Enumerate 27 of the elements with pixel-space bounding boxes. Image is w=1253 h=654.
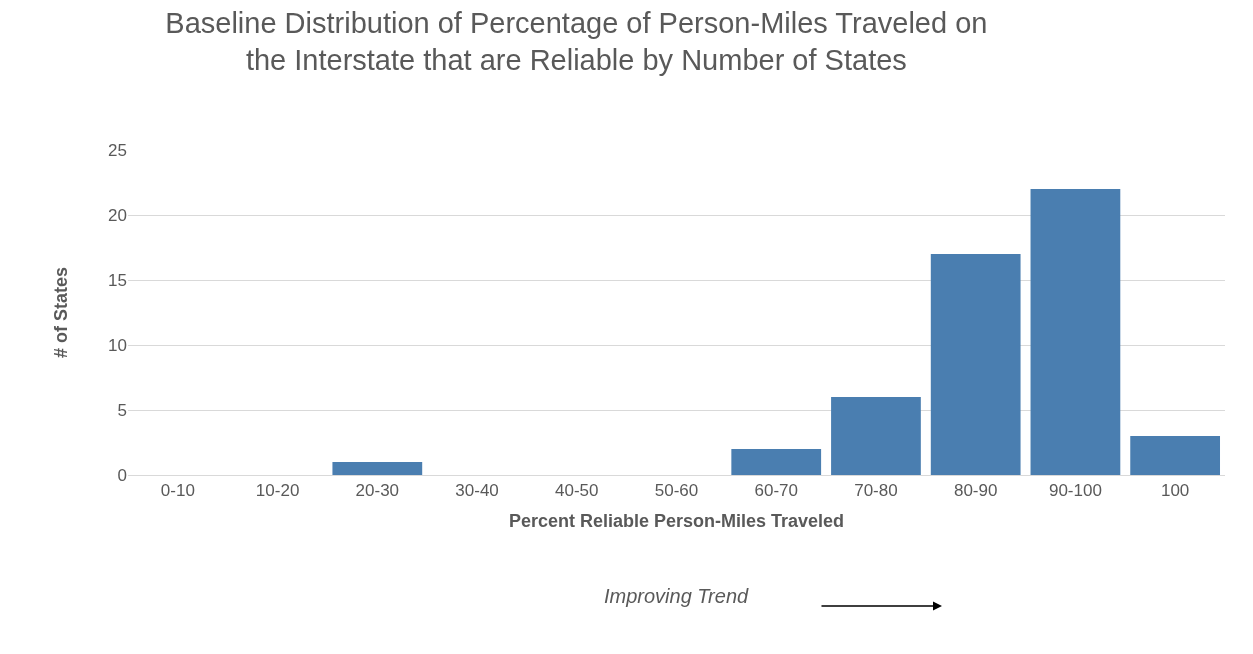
y-tick-label: 10 bbox=[108, 335, 127, 355]
x-tick-label: 10-20 bbox=[255, 481, 300, 501]
x-tick-label: 40-50 bbox=[555, 481, 599, 501]
bar bbox=[731, 449, 822, 475]
x-axis-title: Percent Reliable Person-Miles Traveled bbox=[508, 510, 845, 531]
y-tick-label: 25 bbox=[108, 140, 127, 160]
bar bbox=[1130, 436, 1221, 475]
bar bbox=[831, 397, 921, 475]
x-tick-label: 20-30 bbox=[355, 481, 400, 501]
y-tick-label: 20 bbox=[108, 205, 127, 225]
bar bbox=[332, 462, 423, 475]
y-tick-label: 15 bbox=[108, 270, 127, 290]
x-tick-label: 80-90 bbox=[953, 481, 998, 501]
bar bbox=[1030, 189, 1121, 475]
x-tick-label: 90-100 bbox=[1048, 481, 1102, 501]
y-tick-label: 0 bbox=[117, 465, 127, 485]
bar bbox=[930, 254, 1021, 475]
x-tick-label: 0-10 bbox=[160, 481, 195, 501]
x-tick-label: 50-60 bbox=[654, 481, 699, 501]
chart-title: Baseline Distribution of Percentage of Person-Miles Traveled on the Interstate that are Reliable by Number of States bbox=[165, 6, 988, 77]
x-tick-label: 30-40 bbox=[455, 481, 499, 501]
text: Improving Trend bbox=[604, 585, 750, 607]
x-tick-label: 60-70 bbox=[754, 481, 798, 501]
y-tick-label: 5 bbox=[117, 400, 127, 420]
x-tick-label: 100 bbox=[1160, 481, 1190, 501]
x-tick-label: 70-80 bbox=[854, 481, 898, 501]
y-axis-title: # of States bbox=[51, 266, 72, 359]
